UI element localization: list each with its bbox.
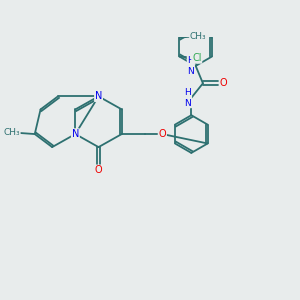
Text: Cl: Cl: [192, 53, 202, 63]
Text: O: O: [95, 165, 102, 175]
Text: O: O: [158, 129, 166, 139]
Text: O: O: [219, 78, 227, 88]
Text: H
N: H N: [184, 88, 191, 107]
Text: N: N: [95, 92, 102, 101]
Text: CH₃: CH₃: [3, 128, 20, 137]
Text: CH₃: CH₃: [190, 32, 206, 41]
Text: H
N: H N: [188, 56, 194, 76]
Text: N: N: [72, 129, 79, 139]
